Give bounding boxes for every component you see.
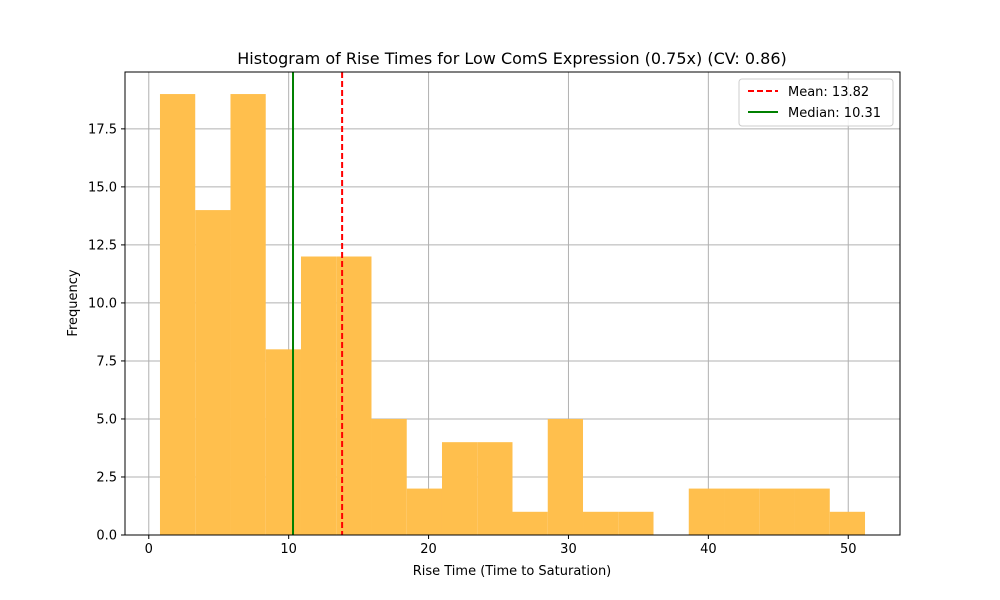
x-tick-label: 10 <box>280 542 297 557</box>
y-tick-label: 0.0 <box>96 529 117 544</box>
y-axis-ticks: 0.0 2.5 5.0 7.5 10.0 12.5 15.0 17.5 <box>88 122 125 544</box>
histogram-bar <box>583 511 619 535</box>
histogram-bar <box>300 256 337 535</box>
histogram-bar <box>230 94 266 536</box>
y-tick-label: 5.0 <box>96 412 117 427</box>
legend-median-label: Median: 10.31 <box>788 106 881 121</box>
y-axis-title: Frequency <box>66 269 81 336</box>
histogram-bar <box>406 488 442 535</box>
histogram-bar <box>195 210 231 536</box>
histogram-bars <box>159 94 866 536</box>
histogram-bar <box>512 511 548 535</box>
x-tick-label: 0 <box>145 542 153 557</box>
y-tick-label: 15.0 <box>88 180 117 195</box>
histogram-bar <box>159 94 196 536</box>
histogram-bar <box>688 488 725 535</box>
legend-mean-label: Mean: 13.82 <box>788 85 869 100</box>
legend: Mean: 13.82 Median: 10.31 <box>738 78 894 127</box>
chart-title: Histogram of Rise Times for Low ComS Exp… <box>237 49 786 68</box>
histogram-bar <box>759 488 795 535</box>
x-axis-title: Rise Time (Time to Saturation) <box>413 564 612 579</box>
x-tick-label: 30 <box>560 542 577 557</box>
x-axis-ticks: 0 10 20 30 40 50 <box>145 535 857 557</box>
y-tick-label: 17.5 <box>88 122 117 137</box>
histogram-bar <box>794 488 830 535</box>
histogram-bar <box>618 511 654 535</box>
histogram-bar <box>441 442 478 535</box>
x-tick-label: 50 <box>840 542 857 557</box>
histogram-bar <box>477 442 513 535</box>
plot-area-frame <box>124 71 901 536</box>
histogram-bar <box>724 488 760 535</box>
y-tick-label: 10.0 <box>88 296 117 311</box>
x-tick-label: 40 <box>700 542 717 557</box>
y-tick-label: 7.5 <box>96 354 117 369</box>
reference-lines <box>292 72 344 535</box>
histogram-bar <box>371 418 407 535</box>
histogram-bar <box>547 418 584 535</box>
y-tick-label: 12.5 <box>88 238 117 253</box>
y-tick-label: 2.5 <box>96 470 117 485</box>
histogram-bar <box>265 349 301 535</box>
histogram-bar <box>829 511 866 535</box>
x-tick-label: 20 <box>420 542 437 557</box>
